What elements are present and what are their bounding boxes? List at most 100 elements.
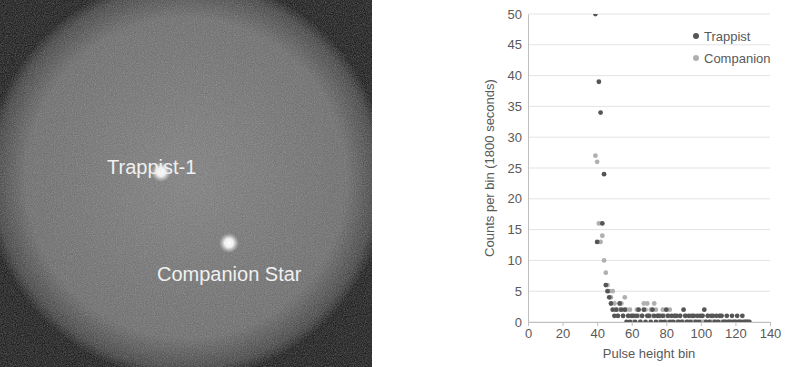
data-point bbox=[640, 313, 645, 318]
tick-label: 40 bbox=[590, 326, 604, 341]
data-point bbox=[605, 289, 610, 294]
tick: 140 bbox=[760, 322, 782, 341]
data-point bbox=[688, 320, 693, 322]
data-point bbox=[622, 307, 627, 312]
data-point bbox=[730, 313, 735, 318]
data-point bbox=[614, 307, 619, 312]
tick-label: 25 bbox=[508, 161, 522, 176]
data-point bbox=[600, 221, 605, 226]
tick: 5 bbox=[515, 284, 528, 299]
tick-label: 100 bbox=[691, 326, 713, 341]
data-point bbox=[603, 270, 608, 275]
data-point bbox=[595, 159, 600, 164]
tick: 40 bbox=[590, 322, 604, 341]
tick-label: 45 bbox=[508, 37, 522, 52]
data-point bbox=[600, 233, 605, 238]
data-point bbox=[735, 313, 740, 318]
grid-line bbox=[528, 75, 770, 76]
data-point bbox=[628, 307, 633, 312]
tick-label: 120 bbox=[725, 326, 747, 341]
data-point bbox=[602, 172, 607, 177]
tick-label: 50 bbox=[508, 7, 522, 22]
data-point bbox=[635, 313, 640, 318]
tick: 25 bbox=[508, 161, 528, 176]
tick-label: 20 bbox=[508, 191, 522, 206]
data-point bbox=[628, 320, 633, 322]
data-point bbox=[596, 79, 601, 84]
data-point bbox=[671, 320, 676, 322]
image-label: Trappist-1 bbox=[107, 156, 196, 178]
data-point bbox=[595, 240, 600, 245]
image-panel bbox=[0, 0, 372, 367]
grid-line bbox=[528, 260, 770, 261]
tick-label: 10 bbox=[508, 253, 522, 268]
tick-label: 0 bbox=[525, 326, 532, 341]
data-point bbox=[719, 313, 724, 318]
data-point bbox=[636, 307, 641, 312]
data-point bbox=[707, 320, 712, 322]
tick-label: 30 bbox=[508, 130, 522, 145]
data-point bbox=[664, 307, 669, 312]
grid-line bbox=[528, 229, 770, 230]
tick-label: 5 bbox=[515, 284, 522, 299]
legend-swatch bbox=[693, 55, 699, 61]
tick: 35 bbox=[508, 99, 528, 114]
data-point bbox=[716, 320, 721, 322]
tick: 0 bbox=[515, 315, 528, 330]
legend-label: Companion bbox=[704, 51, 771, 66]
data-point bbox=[662, 320, 667, 322]
data-point bbox=[660, 313, 665, 318]
image-background bbox=[0, 0, 372, 367]
data-point bbox=[654, 320, 659, 322]
data-point bbox=[700, 313, 705, 318]
data-point bbox=[740, 313, 745, 318]
tick-label: 15 bbox=[508, 222, 522, 237]
grid-line bbox=[528, 106, 770, 107]
image-grain bbox=[0, 0, 372, 367]
data-point bbox=[622, 295, 627, 300]
x-axis: 020406080100120140 bbox=[525, 322, 781, 341]
data-point bbox=[647, 313, 652, 318]
tick: 20 bbox=[508, 191, 528, 206]
tick: 40 bbox=[508, 68, 528, 83]
data-point bbox=[617, 301, 622, 306]
tick-label: 140 bbox=[760, 326, 782, 341]
data-point bbox=[652, 301, 657, 306]
grid-line bbox=[528, 14, 770, 15]
tick: 20 bbox=[556, 322, 570, 341]
x-axis-title: Pulse height bin bbox=[603, 346, 696, 361]
grid-line bbox=[528, 168, 770, 169]
tick: 15 bbox=[508, 222, 528, 237]
data-point bbox=[593, 153, 598, 158]
tick-label: 0 bbox=[515, 315, 522, 330]
tick-label: 20 bbox=[556, 326, 570, 341]
y-axis-title: Counts per bin (1800 seconds) bbox=[482, 79, 497, 257]
grid-line bbox=[528, 291, 770, 292]
data-point bbox=[648, 320, 653, 322]
axis-line bbox=[528, 15, 529, 323]
figure: Trappist-1Companion Star0204060801001201… bbox=[0, 0, 794, 367]
data-point bbox=[641, 307, 646, 312]
data-point bbox=[645, 301, 650, 306]
data-point bbox=[621, 313, 626, 318]
grid bbox=[528, 14, 770, 322]
data-point bbox=[647, 313, 652, 318]
grid-line bbox=[528, 44, 770, 45]
data-point bbox=[650, 307, 655, 312]
data-point bbox=[640, 313, 645, 318]
data-point bbox=[681, 307, 686, 312]
data-point bbox=[603, 283, 608, 288]
field-of-view bbox=[0, 0, 372, 367]
tick: 0 bbox=[525, 322, 532, 341]
data-point bbox=[724, 313, 729, 318]
data-point bbox=[593, 14, 598, 16]
data-point bbox=[598, 110, 603, 115]
tick: 50 bbox=[508, 7, 528, 22]
data-point bbox=[678, 313, 683, 318]
tick-label: 60 bbox=[625, 326, 639, 341]
data-point bbox=[607, 295, 612, 300]
data-point bbox=[638, 320, 643, 322]
star bbox=[219, 233, 239, 253]
y-axis: 0 5 10 15 20 25 30 35 40 45 50 bbox=[508, 7, 529, 330]
tick: 45 bbox=[508, 37, 528, 52]
